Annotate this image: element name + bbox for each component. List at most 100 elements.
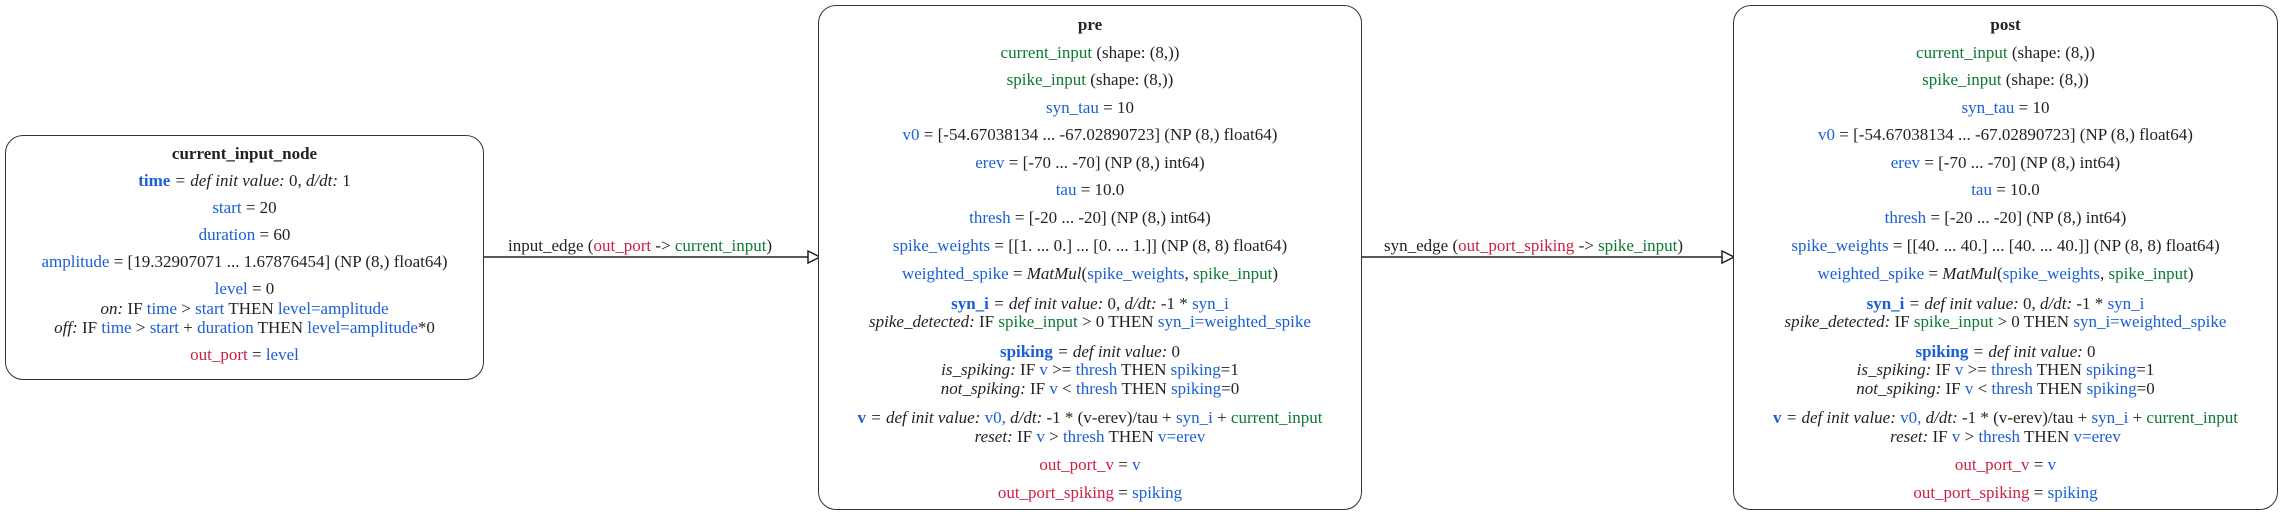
- off-gt: >: [135, 318, 146, 337]
- is-v: v: [1954, 360, 1964, 379]
- ws-comma: ,: [2100, 264, 2105, 283]
- ws-open: (: [1081, 264, 1088, 283]
- erev-var: erev: [975, 153, 1005, 172]
- syn-edge-arrow: ->: [1578, 236, 1594, 255]
- is-thresh: thresh: [1991, 360, 2033, 379]
- reset-then: THEN: [2023, 427, 2070, 446]
- current-input-node: current_input_node time = def init value…: [5, 135, 484, 380]
- not-label: not_spiking:: [1856, 379, 1942, 398]
- v-plus: +: [1217, 408, 1227, 427]
- v0-row: v0 = [-54.67038134 ... -67.02890723] (NP…: [1734, 125, 2277, 145]
- ws-arg1: spike_weights: [1087, 264, 1185, 283]
- node-title: current_input_node: [171, 144, 318, 163]
- v-ddt-expr: -1 * (v-erev)/tau +: [1961, 408, 2088, 427]
- v-var: v: [1772, 408, 1782, 427]
- is-op: >=: [1052, 360, 1072, 379]
- not-val: =0: [2136, 379, 2155, 398]
- amplitude-value: = [19.32907071 ... 1.67876454] (NP (8,) …: [113, 252, 448, 271]
- duration-row: duration = 60: [6, 225, 483, 245]
- out-port-spiking-var: out_port_spiking: [1913, 483, 2030, 502]
- off-label: off:: [54, 318, 78, 337]
- on-time: time: [146, 299, 177, 318]
- time-row: time = def init value: 0, d/dt: 1: [6, 171, 483, 191]
- current-input-shape: (shape: (8,)): [1096, 43, 1180, 62]
- spiking-var: spiking: [999, 342, 1053, 361]
- node-title: pre: [1077, 15, 1103, 34]
- is-if: IF: [1020, 360, 1036, 379]
- out-port-v-value: v: [2047, 455, 2057, 474]
- v0-value: = [-54.67038134 ... -67.02890723] (NP (8…: [923, 125, 1278, 144]
- v0-var: v0: [1818, 125, 1836, 144]
- is-assign: spiking: [2086, 360, 2137, 379]
- sd-var: spike_input: [998, 312, 1078, 331]
- syn-i-init: 0,: [2023, 294, 2036, 313]
- syn-i-row: syn_i = def init value: 0, d/dt: -1 * sy…: [819, 294, 1361, 314]
- syn-i-ddt: d/dt:: [2040, 294, 2073, 313]
- start-value: = 20: [245, 198, 277, 217]
- spike-input-var: spike_input: [1006, 70, 1086, 89]
- syn-i-row: syn_i = def init value: 0, d/dt: -1 * sy…: [1734, 294, 2277, 314]
- erev-value: = [-70 ... -70] (NP (8,) int64): [1008, 153, 1205, 172]
- out-port-var: out_port: [190, 345, 248, 364]
- out-port-eq: =: [251, 345, 262, 364]
- v-current-input: current_input: [2146, 408, 2238, 427]
- spiking-init: 0: [1171, 342, 1181, 361]
- spiking-var: spiking: [1915, 342, 1969, 361]
- syn-i-ddt-expr: -1 *: [1160, 294, 1188, 313]
- thresh-value: = [-20 ... -20] (NP (8,) int64): [1014, 208, 1211, 227]
- not-then: THEN: [2036, 379, 2083, 398]
- tau-var: tau: [1055, 180, 1077, 199]
- off-duration: duration: [197, 318, 254, 337]
- reset-thresh: thresh: [1978, 427, 2020, 446]
- syn-i-ddt-var: syn_i: [2107, 294, 2145, 313]
- syn-edge-source: out_port_spiking: [1458, 236, 1575, 255]
- v0-row: v0 = [-54.67038134 ... -67.02890723] (NP…: [819, 125, 1361, 145]
- is-label: is_spiking:: [941, 360, 1016, 379]
- v-def: = def init value:: [870, 408, 981, 427]
- out-port-spiking-value: spiking: [2047, 483, 2098, 502]
- not-label: not_spiking:: [940, 379, 1026, 398]
- not-if: IF: [1030, 379, 1046, 398]
- current-input-shape: (shape: (8,)): [2011, 43, 2095, 62]
- spiking-row: spiking = def init value: 0: [819, 342, 1361, 362]
- v-var: v: [857, 408, 866, 427]
- level-row: level = 0: [6, 279, 483, 299]
- spike-weights-row: spike_weights = [[40. ... 40.] ... [40. …: [1734, 236, 2277, 256]
- is-then: THEN: [2036, 360, 2082, 379]
- v-syn-i: syn_i: [1175, 408, 1213, 427]
- is-label: is_spiking:: [1856, 360, 1932, 379]
- reset-assign: v=erev: [2073, 427, 2121, 446]
- erev-row: erev = [-70 ... -70] (NP (8,) int64): [819, 153, 1361, 173]
- syn-edge-label: syn_edge (out_port_spiking -> spike_inpu…: [1384, 236, 1683, 256]
- not-v: v: [1049, 379, 1058, 398]
- pre-node: pre current_input (shape: (8,)) spike_in…: [818, 5, 1362, 510]
- erev-row: erev = [-70 ... -70] (NP (8,) int64): [1734, 153, 2277, 173]
- on-event-row: on: IF time > start THEN level=amplitude: [6, 299, 483, 319]
- input-edge-close: ): [766, 236, 773, 255]
- thresh-var: thresh: [969, 208, 1011, 227]
- is-val: =1: [2136, 360, 2155, 379]
- spike-input-var: spike_input: [1922, 70, 2002, 89]
- off-tail: *0: [417, 318, 435, 337]
- not-then: THEN: [1121, 379, 1167, 398]
- out-port-row: out_port = level: [6, 345, 483, 365]
- spike-input-shape: (shape: (8,)): [2005, 70, 2089, 89]
- reset-op: >: [1964, 427, 1975, 446]
- spike-weights-var: spike_weights: [1791, 236, 1889, 255]
- ws-fn: MatMul: [1026, 264, 1082, 283]
- tau-value: = 10.0: [1996, 180, 2040, 199]
- reset-then: THEN: [1108, 427, 1154, 446]
- not-assign: spiking: [2086, 379, 2137, 398]
- spike-weights-value: = [[40. ... 40.] ... [40. ... 40.]] (NP …: [1892, 236, 2220, 255]
- syn-edge-close: ): [1677, 236, 1684, 255]
- duration-var: duration: [198, 225, 256, 244]
- on-gt: >: [181, 299, 191, 318]
- reset-row: reset: IF v > thresh THEN v=erev: [1734, 427, 2277, 447]
- out-port-v-row: out_port_v = v: [1734, 455, 2277, 475]
- weighted-spike-var: weighted_spike: [901, 264, 1009, 283]
- v-def: = def init value:: [1785, 408, 1896, 427]
- reset-v: v: [1036, 427, 1045, 446]
- syn-edge-name: syn_edge: [1384, 236, 1449, 255]
- tau-row: tau = 10.0: [1734, 180, 2277, 200]
- tau-value: = 10.0: [1080, 180, 1125, 199]
